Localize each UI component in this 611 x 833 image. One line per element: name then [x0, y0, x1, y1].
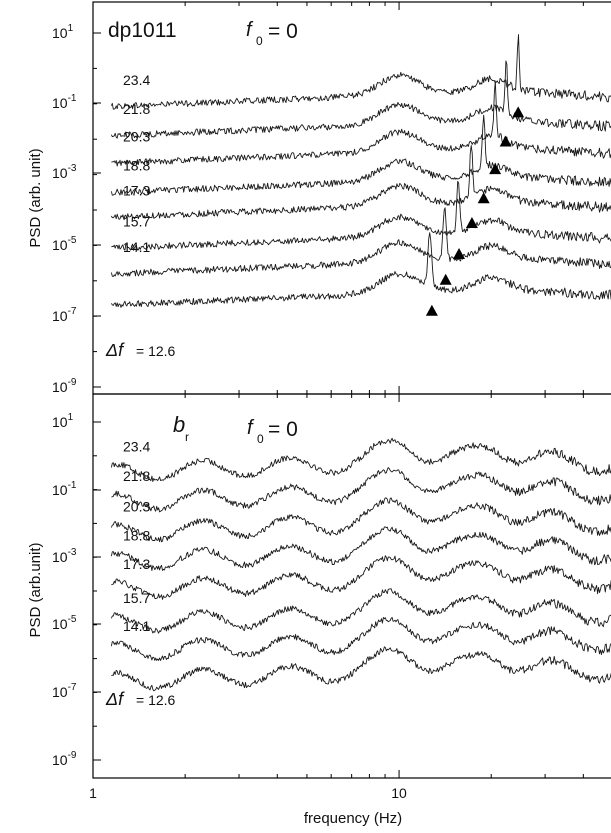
top-curve-label: 18.8 — [123, 158, 150, 174]
bottom-panel-frame — [92, 393, 611, 779]
bottom-spectra — [110, 437, 611, 692]
peak-marker — [425, 304, 438, 316]
bottom-br-annotation: b r — [173, 412, 189, 444]
bottom-spectrum-12.6 — [111, 646, 611, 692]
top-f0-annotation: f 0 = 0 — [246, 19, 298, 48]
peak-marker — [453, 247, 466, 259]
bottom-curve-label: 18.8 — [123, 528, 150, 544]
bottom-curve-label: 17.3 — [123, 556, 150, 572]
bottom-curve-label: 15.7 — [123, 590, 150, 606]
bottom-y-tick-label: 10-9 — [52, 750, 77, 768]
top-f0-symbol: f — [246, 19, 254, 41]
bottom-delta-f-value: = 12.6 — [136, 692, 176, 708]
peak-marker — [499, 135, 512, 147]
top-curve-labels: 23.4 21.8 20.3 18.8 17.3 15.7 14.1 — [123, 72, 150, 255]
bottom-f0-subscript: 0 — [257, 432, 264, 446]
peak-marker — [439, 273, 452, 285]
bottom-curve-labels: 23.4 21.8 20.3 18.8 17.3 15.7 14.1 — [123, 439, 150, 634]
top-y-ticks: 101 10-1 10-3 10-5 10-7 10-9 — [52, 2, 584, 395]
bottom-spectrum-21.8 — [111, 467, 611, 513]
top-spectrum-23.4 — [110, 34, 611, 110]
top-delta-f-value: = 12.6 — [136, 343, 176, 359]
bottom-spectrum-20.3 — [110, 497, 611, 543]
top-curve-label: 17.3 — [123, 182, 150, 198]
bottom-f0-equals: = 0 — [268, 418, 298, 441]
top-curve-label: 14.1 — [123, 239, 150, 255]
bottom-delta-f-symbol: Δf — [105, 689, 125, 709]
bottom-y-ticks: 101 10-1 10-3 10-5 10-7 10-9 — [52, 412, 101, 768]
bottom-spectrum-14.1 — [110, 616, 611, 661]
bottom-spectrum-23.4 — [110, 437, 611, 482]
top-f0-subscript: 0 — [256, 34, 263, 48]
bottom-f0-annotation: f 0 = 0 — [247, 417, 298, 446]
top-spectra — [110, 34, 611, 308]
top-y-tick-label: 10-9 — [52, 377, 77, 395]
bottom-y-tick-label: 10-5 — [52, 614, 77, 632]
bottom-panel: PSD (arb.unit) b r f 0 = 0 10110-110-310… — [27, 393, 611, 827]
x-tick-label: 1 — [89, 785, 97, 801]
bottom-spectrum-18.8 — [110, 526, 611, 571]
top-spectrum-18.8 — [110, 114, 611, 196]
bottom-y-tick-label: 10-3 — [52, 547, 77, 565]
bottom-curve-label: 20.3 — [123, 499, 150, 515]
bottom-spectrum-15.7 — [110, 588, 611, 634]
top-panel-frame — [92, 1, 611, 395]
bottom-y-tick-label: 10-1 — [52, 480, 77, 498]
bottom-f0-symbol: f — [247, 417, 255, 439]
bottom-x-ticks: 1 10 — [89, 394, 584, 801]
bottom-curve-label: 23.4 — [123, 439, 150, 455]
bottom-y-tick-label: 10-7 — [52, 682, 77, 700]
bottom-delta-f-annotation: Δf = 12.6 — [105, 689, 176, 709]
x-axis-label: frequency (Hz) — [304, 810, 402, 827]
bottom-y-tick-label: 101 — [52, 412, 74, 430]
top-curve-label: 20.3 — [123, 129, 150, 145]
top-spectrum-20.3 — [111, 80, 611, 167]
top-curve-label: 15.7 — [123, 213, 150, 229]
bottom-panel-ylabel: PSD (arb.unit) — [27, 542, 44, 637]
top-delta-f-symbol: Δf — [105, 340, 125, 360]
top-spectrum-14.1 — [110, 207, 611, 277]
bottom-curve-label: 21.8 — [123, 468, 150, 484]
top-spectrum-15.7 — [111, 180, 611, 251]
top-y-tick-label: 10-5 — [52, 235, 77, 253]
top-delta-f-annotation: Δf = 12.6 — [105, 340, 176, 360]
bottom-spectrum-17.3 — [111, 555, 611, 600]
top-y-tick-label: 10-7 — [52, 306, 77, 324]
bottom-panel-label-sub: r — [185, 430, 189, 444]
peak-marker — [477, 192, 490, 204]
top-spectrum-12.6 — [111, 232, 611, 308]
top-panel-label: dp1011 — [108, 19, 177, 42]
top-curve-label: 21.8 — [123, 101, 150, 117]
top-y-tick-label: 10-3 — [52, 163, 77, 181]
top-y-tick-label: 10-1 — [52, 93, 77, 111]
top-f0-equals: = 0 — [268, 20, 298, 43]
top-spectrum-17.3 — [110, 145, 611, 220]
top-peak-markers — [425, 106, 525, 316]
top-y-tick-label: 101 — [52, 23, 74, 41]
peak-marker — [489, 163, 502, 175]
top-curve-label: 23.4 — [123, 72, 150, 88]
peak-marker — [465, 217, 478, 229]
bottom-panel-label: b — [173, 412, 185, 437]
top-panel-ylabel: PSD (arb. unit) — [27, 148, 44, 247]
peak-marker — [512, 106, 525, 118]
top-panel: PSD (arb. unit) dp1011 f 0 = 0 10110-110… — [27, 1, 611, 395]
bottom-curve-label: 14.1 — [123, 618, 150, 634]
top-spectrum-21.8 — [110, 60, 611, 139]
x-tick-label: 10 — [391, 785, 407, 801]
